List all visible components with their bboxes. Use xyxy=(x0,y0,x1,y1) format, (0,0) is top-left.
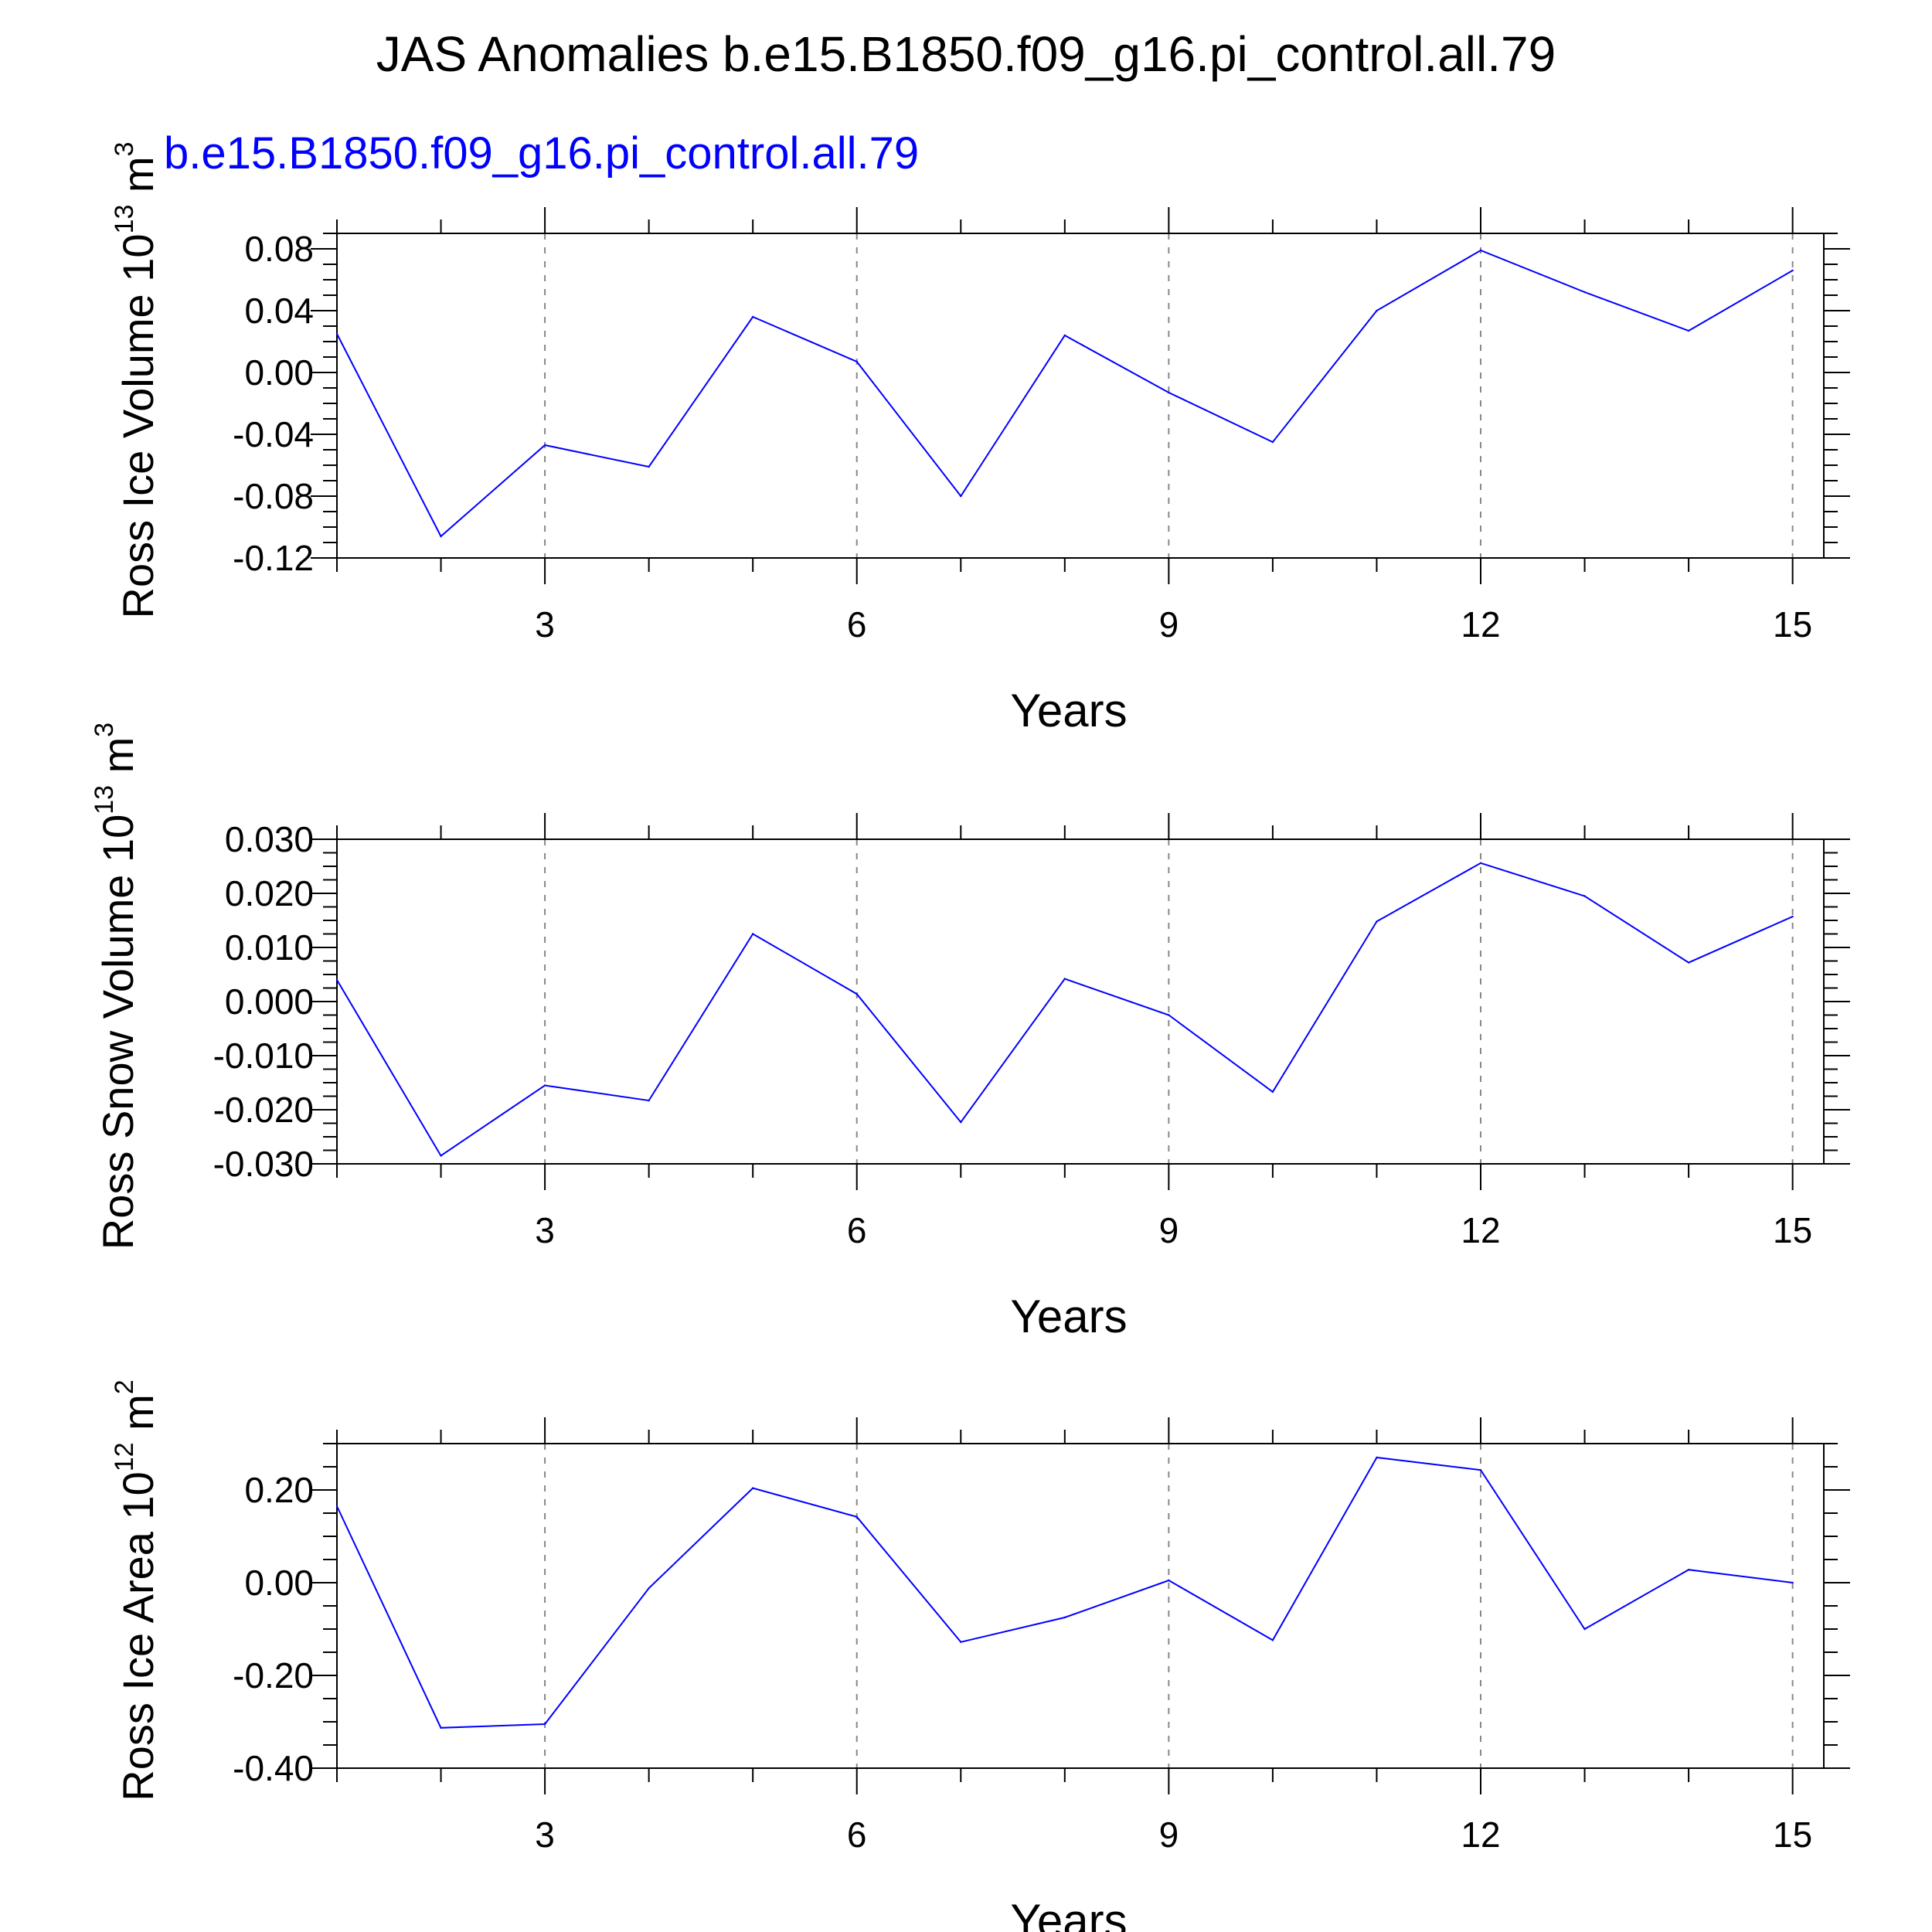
data-point xyxy=(543,1084,546,1087)
chart-panel-3: 3 6 9 12 15 -0.40 -0.20 0.00 0.20 Years Ross Ice A… xyxy=(110,1379,1850,1932)
data-point xyxy=(1583,895,1586,897)
chart-panel-2: 3 6 9 12 15 -0.030 -0.020 -0.010 0.000 0.010 0.020… xyxy=(90,723,1850,1342)
chart-panel-1: 3 6 9 12 15 -0.12 -0.08 -0.04 0.00 0.04 0.08 Years R… xyxy=(110,141,1850,736)
data-point xyxy=(751,933,754,935)
data-point xyxy=(1791,915,1794,918)
y-tick-label: -0.010 xyxy=(213,1036,314,1076)
x-tick-label: 9 xyxy=(1159,1815,1179,1855)
data-point xyxy=(855,1515,858,1519)
y-tick-label: -0.04 xyxy=(233,414,314,454)
x-tick-label: 3 xyxy=(535,604,555,645)
data-point xyxy=(960,1641,962,1643)
y-tick-label: 0.00 xyxy=(244,352,314,393)
data-point xyxy=(1479,249,1482,252)
data-point xyxy=(335,332,338,335)
x-tick-label: 9 xyxy=(1159,604,1179,645)
x-tick-label: 12 xyxy=(1461,1210,1500,1250)
y-tick-label: -0.030 xyxy=(213,1144,314,1184)
data-point xyxy=(1271,1090,1274,1094)
x-axis-label: Years xyxy=(1010,1291,1127,1342)
x-axis-label: Years xyxy=(1010,1895,1127,1932)
data-point xyxy=(1376,920,1378,923)
x-tick-label: 12 xyxy=(1461,1815,1500,1855)
x-tick-label: 15 xyxy=(1773,1815,1812,1855)
data-point xyxy=(1687,329,1690,332)
data-point xyxy=(1168,1579,1170,1582)
data-point xyxy=(960,495,962,498)
x-tick-label: 3 xyxy=(535,1815,555,1855)
data-point xyxy=(1168,1014,1170,1016)
data-point xyxy=(1271,440,1274,444)
y-tick-label: -0.020 xyxy=(213,1090,314,1130)
plot-frame xyxy=(336,233,1825,559)
data-point xyxy=(1063,978,1066,980)
data-point xyxy=(1376,309,1378,312)
data-point xyxy=(1063,1616,1066,1619)
data-point xyxy=(855,993,858,995)
y-tick-label: 0.000 xyxy=(225,981,314,1022)
series-subtitle: b.e15.B1850.f09_g16.pi_control.all.79 xyxy=(164,128,919,179)
y-axis-label: Ross Snow Volume 1013 m3 xyxy=(90,723,142,1250)
data-point xyxy=(440,1155,442,1157)
series-line xyxy=(336,1456,1793,1729)
x-axis-label: Years xyxy=(1010,685,1127,736)
data-point xyxy=(1479,862,1482,865)
data-point xyxy=(543,444,546,447)
data-point xyxy=(1376,1456,1378,1459)
y-axis-label: Ross Ice Area 1012 m2 xyxy=(110,1379,162,1801)
x-tick-label: 9 xyxy=(1159,1210,1179,1250)
data-point xyxy=(855,360,858,363)
data-point xyxy=(648,465,650,468)
y-tick-label: 0.010 xyxy=(225,927,314,968)
data-point xyxy=(751,315,754,318)
data-point xyxy=(1583,1628,1586,1631)
data-point xyxy=(1687,961,1690,964)
data-point xyxy=(1271,1639,1274,1641)
y-tick-label: 0.030 xyxy=(225,819,314,859)
y-tick-label: 0.08 xyxy=(244,229,314,269)
data-point xyxy=(960,1121,962,1124)
y-tick-label: 0.20 xyxy=(244,1470,314,1510)
data-point xyxy=(1063,334,1066,337)
y-tick-label: 0.04 xyxy=(244,291,314,331)
plot-frame xyxy=(336,838,1825,1165)
x-tick-label: 15 xyxy=(1773,1210,1812,1250)
x-tick-label: 12 xyxy=(1461,604,1500,645)
x-tick-label: 3 xyxy=(535,1210,555,1250)
y-tick-label: 0.020 xyxy=(225,873,314,913)
data-point xyxy=(335,1505,338,1508)
panels: 3 6 9 12 15 -0.12 -0.08 -0.04 0.00 0.04 0.08 Years R… xyxy=(90,141,1850,1932)
data-point xyxy=(440,1726,442,1729)
data-point xyxy=(1479,1469,1482,1471)
figure-title: JAS Anomalies b.e15.B1850.f09_g16.pi_con… xyxy=(376,26,1556,82)
plot-frame xyxy=(336,1443,1825,1769)
series-line xyxy=(336,249,1794,538)
data-point xyxy=(751,1487,754,1489)
data-point xyxy=(1583,291,1586,294)
data-point xyxy=(1687,1569,1690,1571)
data-point xyxy=(1791,269,1794,272)
data-point xyxy=(543,1723,546,1726)
data-point xyxy=(648,1587,650,1590)
y-axis-label: Ross Ice Volume 1013 m3 xyxy=(110,141,162,618)
data-point xyxy=(1168,391,1170,394)
y-tick-label: -0.08 xyxy=(233,476,314,516)
y-tick-label: -0.12 xyxy=(233,538,314,578)
x-tick-label: 6 xyxy=(847,604,867,645)
x-tick-label: 6 xyxy=(847,1815,867,1855)
data-point xyxy=(440,535,442,538)
x-tick-label: 6 xyxy=(847,1210,867,1250)
x-tick-label: 15 xyxy=(1773,604,1812,645)
y-tick-label: -0.20 xyxy=(233,1655,314,1696)
data-point xyxy=(648,1099,650,1102)
data-point xyxy=(335,978,338,981)
data-point xyxy=(1791,1581,1794,1584)
series-line xyxy=(336,862,1794,1157)
y-tick-label: 0.00 xyxy=(244,1563,314,1603)
y-tick-label: -0.40 xyxy=(233,1748,314,1788)
